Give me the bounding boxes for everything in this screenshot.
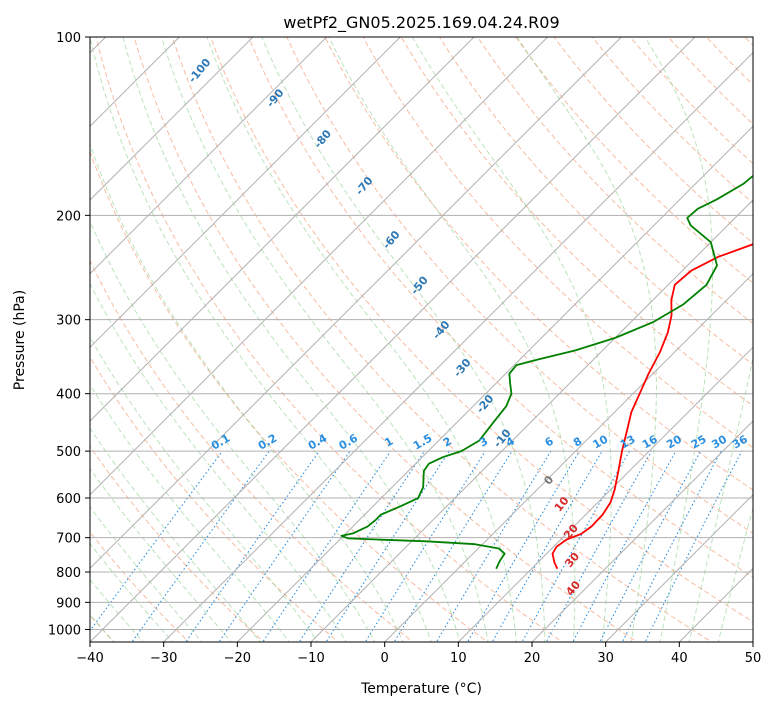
x-tick-label: 40 (671, 651, 688, 666)
x-tick-label: 0 (381, 651, 389, 666)
x-tick-label: −40 (76, 651, 103, 666)
x-tick-label: −30 (150, 651, 177, 666)
x-axis-label: Temperature (°C) (360, 681, 482, 697)
x-tick-label: 20 (524, 651, 541, 666)
y-tick-label: 500 (56, 445, 81, 460)
x-tick-label: −10 (297, 651, 324, 666)
y-tick-label: 900 (56, 596, 81, 611)
y-tick-label: 300 (56, 314, 81, 329)
x-tick-label: −20 (224, 651, 251, 666)
x-tick-label: 30 (597, 651, 614, 666)
y-tick-label: 800 (56, 566, 81, 581)
y-tick-label: 1000 (48, 623, 81, 638)
chart-title: wetPf2_GN05.2025.169.04.24.R09 (283, 13, 559, 33)
y-tick-label: 700 (56, 532, 81, 547)
x-tick-label: 50 (745, 651, 762, 666)
y-tick-label: 400 (56, 388, 81, 403)
y-tick-label: 200 (56, 209, 81, 224)
y-tick-label: 600 (56, 492, 81, 507)
y-axis-label: Pressure (hPa) (12, 290, 28, 390)
y-tick-label: 100 (56, 31, 81, 46)
x-tick-label: 10 (450, 651, 467, 666)
